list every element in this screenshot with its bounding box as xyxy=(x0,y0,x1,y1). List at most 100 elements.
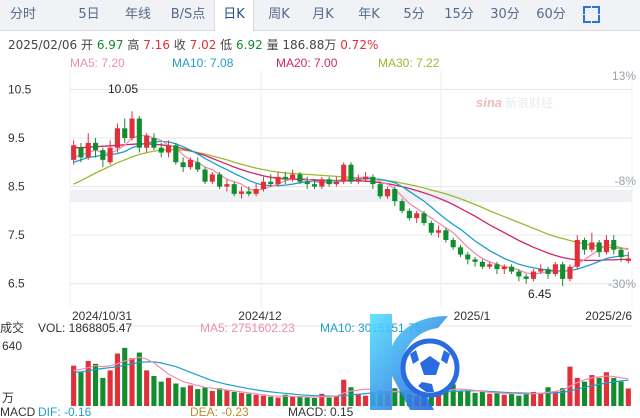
tab-5day[interactable]: 5日 xyxy=(78,7,100,22)
candle-body xyxy=(399,201,405,211)
sina-watermark: sina 新浪财经 xyxy=(476,95,553,110)
volume-bar xyxy=(144,370,150,406)
date-tick-label: 2024/12 xyxy=(238,309,282,323)
volume-bar xyxy=(523,392,529,406)
candle-body xyxy=(129,118,135,138)
fullscreen-icon[interactable] xyxy=(583,6,600,23)
open-label: 开 xyxy=(81,38,94,52)
volume-bar xyxy=(107,370,113,406)
candle-body xyxy=(224,184,230,187)
macd-value: MACD: 0.15 xyxy=(288,405,354,418)
tab-30min[interactable]: 30分 xyxy=(490,7,520,22)
candle-body xyxy=(363,176,369,180)
date-axis-labels: 2024/10/31 2024/12 2025/1 2025/2/6 xyxy=(72,309,632,323)
low-label: 低 xyxy=(220,38,233,52)
tab-monthly-k[interactable]: 月K xyxy=(312,7,334,22)
price-tick-label: 6.5 xyxy=(8,277,25,291)
candle-body xyxy=(603,240,610,253)
volume-bar xyxy=(78,372,84,406)
volume-value: VOL: 1868805.47 xyxy=(38,321,132,335)
candle-body xyxy=(136,118,142,148)
candle-body xyxy=(92,142,99,151)
volume-bar xyxy=(136,352,142,406)
candle-body xyxy=(158,147,164,153)
quote-info-bar: 2025/02/06 开 6.97 高 7.16 收 7.02 低 6.92 量… xyxy=(8,36,378,53)
candle-body xyxy=(238,191,245,194)
candle-body xyxy=(107,147,113,163)
candle-body xyxy=(574,240,580,267)
candle-body xyxy=(392,189,398,202)
candle-body xyxy=(144,135,150,148)
candle-body xyxy=(589,242,595,250)
tab-yearly-k[interactable]: 年K xyxy=(358,7,380,22)
candle-body xyxy=(290,174,296,180)
volume-bar xyxy=(100,377,106,406)
ma30-line xyxy=(73,149,629,250)
ma10-line xyxy=(73,140,629,272)
candle-body xyxy=(479,261,485,267)
volume-bar xyxy=(333,396,339,406)
candle-body xyxy=(567,266,573,279)
price-tick-label: 8.5 xyxy=(8,180,25,194)
volume-bar xyxy=(319,393,325,406)
tab-daily-k[interactable]: 日K xyxy=(214,0,254,31)
volume-ma10-line xyxy=(73,361,629,397)
candle-body xyxy=(414,213,420,219)
volume-bar xyxy=(501,394,507,406)
volume-bar xyxy=(238,392,245,406)
volume-ma5-legend: MA5: 2751602.23 xyxy=(200,321,295,335)
volume-bar xyxy=(618,381,624,406)
price-grid xyxy=(69,70,633,308)
candle-body xyxy=(202,169,208,182)
volume-bar xyxy=(253,394,259,406)
candle-body xyxy=(333,181,339,185)
tab-year-line[interactable]: 年线 xyxy=(124,7,151,22)
candle-body xyxy=(428,223,434,233)
candle-body xyxy=(253,189,259,194)
volume-bar xyxy=(567,366,573,406)
volume-value: 186.88万 xyxy=(282,38,337,52)
volume-bar xyxy=(275,397,281,406)
candle-body xyxy=(355,179,361,182)
volume-bar xyxy=(479,391,485,406)
volume-unit: 万 xyxy=(2,391,14,405)
volume-bar xyxy=(487,393,493,406)
volume-bar xyxy=(560,388,566,406)
highlight-band xyxy=(70,190,632,202)
ma20-line xyxy=(73,143,629,262)
macd-title: MACD xyxy=(0,405,36,418)
low-value: 6.92 xyxy=(236,38,263,52)
tab-5min[interactable]: 5分 xyxy=(403,7,425,22)
volume-bar xyxy=(217,388,223,406)
volume-bar xyxy=(114,353,120,406)
candlesticks xyxy=(71,111,631,287)
candle-body xyxy=(530,271,537,279)
candle-body xyxy=(523,276,529,279)
volume-bar xyxy=(246,393,252,406)
candle-body xyxy=(231,184,237,194)
candle-body xyxy=(436,230,442,233)
tab-weekly-k[interactable]: 周K xyxy=(268,7,290,22)
candle-body xyxy=(472,259,478,262)
volume-bar xyxy=(297,397,303,406)
candle-body xyxy=(545,269,551,274)
volume-bar xyxy=(538,393,544,406)
volume-bar xyxy=(180,387,186,406)
volume-bar xyxy=(282,394,288,406)
volume-bar xyxy=(341,379,347,406)
tab-bs-points[interactable]: B/S点 xyxy=(170,7,206,22)
candle-body xyxy=(457,247,464,255)
tab-15min[interactable]: 15分 xyxy=(444,7,474,22)
candle-body xyxy=(217,174,223,187)
quote-date: 2025/02/06 xyxy=(8,38,78,52)
candle-body xyxy=(406,210,412,219)
candle-body xyxy=(100,150,106,160)
candle-body xyxy=(370,176,376,185)
candle-body xyxy=(326,179,332,185)
kaiyun-logo-icon xyxy=(370,314,460,410)
candle-body xyxy=(304,181,310,185)
tab-60min[interactable]: 60分 xyxy=(536,7,566,22)
period-tab-bar: 分时 5日 年线 B/S点 日K 周K 月K 年K 5分 15分 30分 60分 xyxy=(0,0,640,31)
tab-fenshi[interactable]: 分时 xyxy=(9,7,36,22)
candle-body xyxy=(71,145,77,160)
